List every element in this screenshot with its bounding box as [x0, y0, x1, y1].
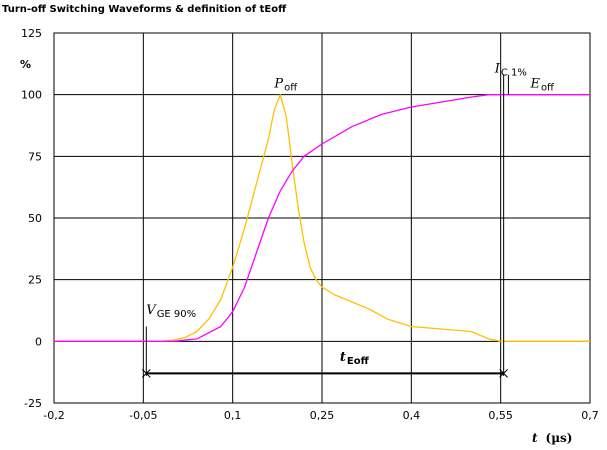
y-axis-label: % [20, 58, 31, 71]
vge-90pct-label: VGE 90% [146, 303, 196, 320]
x-tick-label: 0,25 [310, 409, 335, 422]
t-eoff-end-marker [499, 369, 508, 378]
x-tick-labels: -0,2 -0,05 0,1 0,25 0,4 0,55 0,7 [43, 409, 598, 422]
t-eoff-end-marker [141, 369, 151, 378]
e-off-label-sub: off [541, 82, 555, 93]
y-tick-label: 50 [28, 212, 42, 225]
t-eoff-label-main: t [340, 350, 346, 365]
t-eoff-label-sub: Eoff [347, 356, 370, 367]
p-off-label: Poff [273, 76, 298, 93]
ic-1pct-label-sub: C 1% [501, 67, 527, 78]
y-tick-labels: -25 0 25 50 75 100 125 [21, 27, 42, 410]
ic-1pct-label: IC 1% [494, 61, 527, 78]
y-tick-label: 25 [28, 274, 42, 287]
p-off-label-sub: off [284, 82, 298, 93]
p-off-label-main: P [273, 76, 283, 91]
ic-1pct-label-main: I [494, 61, 501, 76]
y-tick-label: 0 [35, 335, 42, 348]
x-tick-label: 0,1 [224, 409, 242, 422]
x-tick-label: 0,7 [581, 409, 599, 422]
y-tick-label: 125 [21, 27, 42, 40]
x-axis-label: t (µs) [532, 429, 572, 446]
y-tick-label: 75 [28, 150, 42, 163]
series-group [54, 94, 590, 342]
x-axis-label-unit: (µs) [546, 431, 573, 445]
y-tick-label: -25 [24, 397, 42, 410]
e-off-label-main: E [529, 76, 540, 91]
t-eoff-label: tEoff [340, 350, 370, 367]
x-tick-label: -0,05 [129, 409, 157, 422]
series-line-p-off [54, 94, 590, 342]
chart-title: Turn-off Switching Waveforms & definitio… [2, 4, 287, 15]
x-tick-label: 0,55 [488, 409, 513, 422]
x-tick-label: -0,2 [43, 409, 64, 422]
e-off-label: Eoff [529, 76, 555, 93]
series-line-e-off [54, 94, 590, 342]
x-axis-label-main: t [532, 431, 538, 445]
vge-90pct-label-sub: GE 90% [157, 309, 196, 320]
y-tick-label: 100 [21, 89, 42, 102]
x-tick-label: 0,4 [403, 409, 421, 422]
vge-90pct-label-main: V [146, 303, 157, 318]
